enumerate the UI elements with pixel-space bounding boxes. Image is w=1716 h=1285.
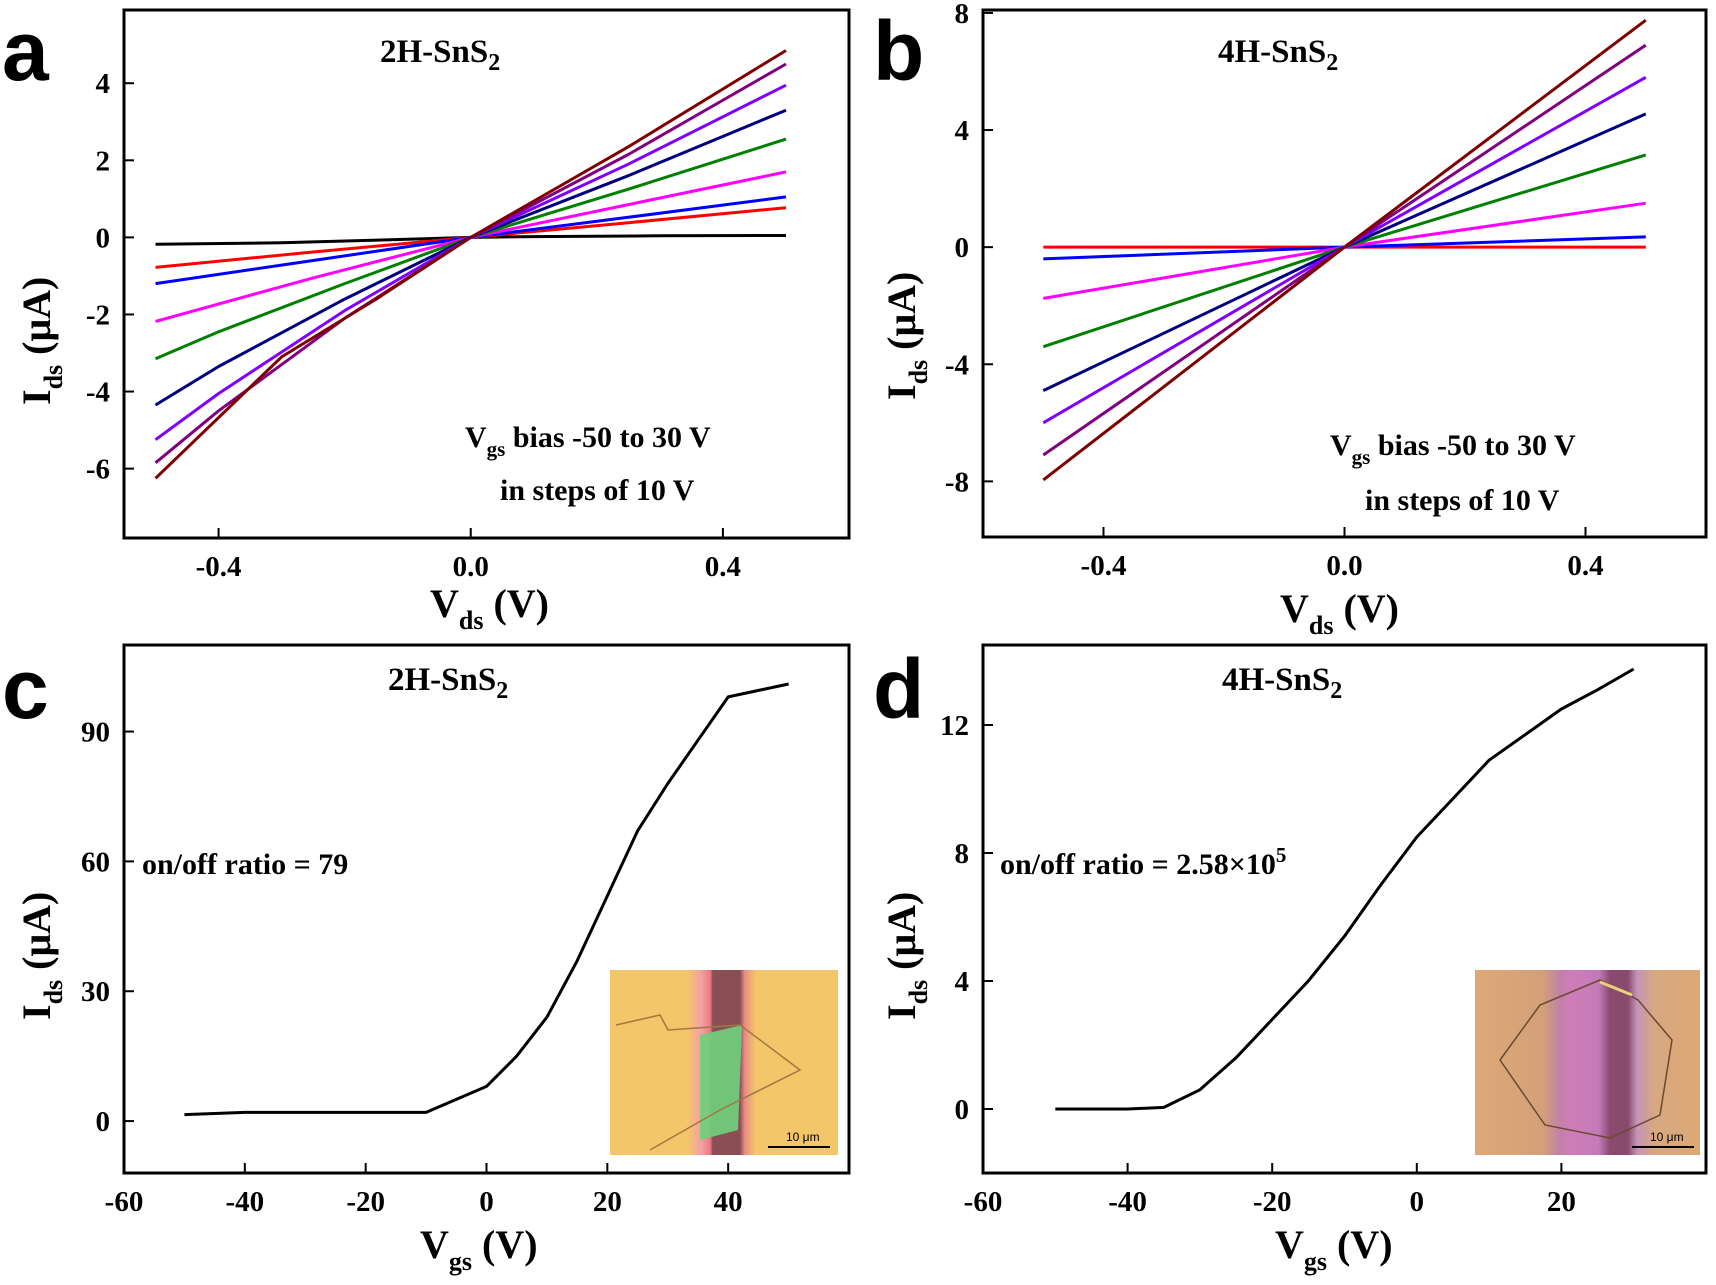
x-tick-label: 0.0 [1326, 550, 1362, 582]
x-tick-label: 20 [1547, 1186, 1576, 1218]
panel-title-d: 4H-SnS2 [1222, 662, 1342, 704]
y-tick-label: -4 [945, 349, 969, 381]
annotation-line2-a: in steps of 10 V [500, 474, 695, 507]
y-tick-label: 4 [955, 115, 970, 147]
x-tick-label: 0 [1410, 1186, 1425, 1218]
series-line-b-5 [1042, 75, 1647, 425]
x-tick-label: -20 [346, 1186, 385, 1218]
series-group-c [184, 682, 789, 1117]
panel-letter-a: a [2, 4, 50, 98]
series-line-a-5 [154, 108, 787, 407]
y-tick-label: 30 [81, 976, 110, 1008]
inset-background-d [1475, 970, 1700, 1155]
series-line-a-4 [154, 137, 787, 361]
x-tick-label: 40 [714, 1186, 743, 1218]
x-tick-label: 0.0 [453, 551, 489, 583]
panel-title-a: 2H-SnS2 [380, 34, 500, 76]
plot-frame-a [122, 8, 851, 540]
axis-ticks-d: -60 -40 -20 0 20 0 4 8 12 [940, 710, 1576, 1218]
x-tick-label: -40 [1108, 1186, 1147, 1218]
x-axis-label-d: Vgs (V) [1275, 1222, 1393, 1276]
panel-title-c: 2H-SnS2 [388, 662, 508, 704]
panel-letter-d: d [873, 642, 924, 736]
annotation-line1-a: Vgs bias -50 to 30 V [465, 421, 711, 461]
series-line-a-7 [154, 62, 787, 464]
y-tick-label: 0 [955, 232, 970, 264]
panel-letter-c: c [2, 642, 49, 736]
series-group-a [154, 49, 787, 480]
panel-a: a -0.4 0.0 0.4 -6 -4 -2 0 2 4 2H-SnS2 Vds (V) Id… [2, 4, 851, 635]
annotation-on-off-ratio-d: on/off ratio = 2.58×105 [1000, 843, 1286, 881]
panel-title-b: 4H-SnS2 [1218, 34, 1338, 76]
y-axis-label-c: Ids (μA) [14, 892, 68, 1020]
y-tick-label: -2 [86, 299, 110, 331]
y-tick-label: 0 [955, 1094, 970, 1126]
y-axis-label-a: Ids (μA) [14, 277, 68, 405]
series-line-b-6 [1042, 43, 1647, 457]
x-tick-label: 20 [593, 1186, 622, 1218]
y-tick-label: 8 [955, 0, 970, 30]
x-axis-label-a: Vds (V) [430, 581, 549, 635]
y-tick-label: -6 [86, 454, 110, 486]
panel-b: b -0.4 0.0 0.4 -8 -4 0 4 8 4H-SnS2 Vds (V) Ids … [873, 0, 1708, 640]
plot-frame-d [981, 643, 1708, 1175]
optical-micrograph-inset-c: 10 μm [610, 970, 838, 1155]
y-tick-label: 12 [940, 710, 969, 742]
flake-edge-c [615, 1014, 802, 1151]
series-line-b-7 [1042, 19, 1647, 482]
x-tick-label: 0.4 [705, 551, 741, 583]
series-line-b-4 [1042, 112, 1647, 392]
scale-bar-label-c: 10 μm [786, 1130, 820, 1144]
y-tick-label: 2 [96, 145, 111, 177]
y-tick-label: 4 [955, 966, 970, 998]
panel-letter-b: b [873, 4, 924, 98]
series-line-a-6 [154, 83, 787, 441]
series-line-a-8 [154, 49, 787, 480]
y-tick-label: 0 [96, 222, 111, 254]
scale-bar-label-d: 10 μm [1650, 1130, 1684, 1144]
axis-ticks-b: -0.4 0.0 0.4 -8 -4 0 4 8 [945, 0, 1604, 582]
y-axis-label-d: Ids (μA) [879, 892, 933, 1020]
y-tick-label: 60 [81, 846, 110, 878]
series-line-c-0 [184, 682, 789, 1117]
y-tick-label: -4 [86, 377, 110, 409]
optical-micrograph-inset-d: 10 μm [1475, 970, 1700, 1155]
y-tick-label: 8 [955, 838, 970, 870]
x-tick-label: -0.4 [196, 551, 242, 583]
y-tick-label: -8 [945, 466, 969, 498]
x-tick-label: -60 [964, 1186, 1003, 1218]
x-tick-label: 0.4 [1567, 550, 1603, 582]
y-tick-label: 4 [96, 68, 111, 100]
x-tick-label: -40 [225, 1186, 264, 1218]
series-line-d-0 [1055, 667, 1635, 1111]
x-tick-label: -20 [1253, 1186, 1292, 1218]
annotation-on-off-ratio-c: on/off ratio = 79 [142, 848, 348, 881]
x-axis-label-c: Vgs (V) [420, 1222, 538, 1276]
series-line-b-3 [1042, 153, 1647, 349]
series-group-b [1042, 19, 1647, 482]
x-tick-label: -60 [105, 1186, 144, 1218]
x-axis-label-b: Vds (V) [1280, 586, 1399, 640]
panel-d: d -60 -40 -20 0 20 0 4 8 12 4H-SnS2 Vgs (V) Ids … [873, 642, 1708, 1276]
series-line-b-2 [1043, 201, 1647, 300]
flake-c [700, 1025, 742, 1140]
series-line-a-3 [155, 170, 787, 323]
annotation-line2-b: in steps of 10 V [1365, 484, 1560, 517]
y-axis-label-b: Ids (μA) [879, 272, 933, 400]
flake-edge-d [1499, 979, 1673, 1139]
x-tick-label: -0.4 [1081, 550, 1127, 582]
x-tick-label: 0 [479, 1186, 494, 1218]
y-tick-label: 90 [81, 717, 110, 749]
axis-ticks-a: -0.4 0.0 0.4 -6 -4 -2 0 2 4 [86, 68, 741, 583]
y-tick-label: 0 [96, 1106, 111, 1138]
annotation-line1-b: Vgs bias -50 to 30 V [1330, 429, 1576, 469]
series-line-a-2 [155, 195, 787, 286]
axis-ticks-c: -60 -40 -20 0 20 40 0 30 60 90 [81, 717, 743, 1218]
flake-highlight-d [1599, 980, 1633, 997]
series-group-d [1055, 667, 1635, 1111]
